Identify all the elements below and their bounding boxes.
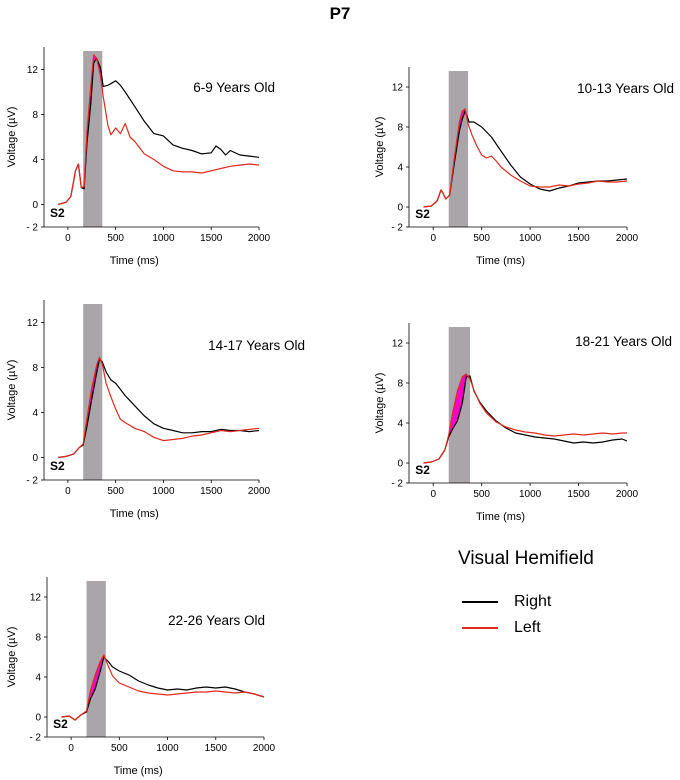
y-tick-label: - 2 [391, 479, 403, 490]
y-axis-label: Voltage (µV) [6, 360, 18, 421]
y-tick-label: 12 [27, 65, 39, 76]
stimulus-label: S2 [53, 717, 68, 731]
x-tick-label: 1500 [200, 486, 223, 497]
y-tick-label: - 2 [391, 223, 403, 234]
stimulus-label: S2 [415, 463, 430, 477]
legend-swatch-left [462, 627, 498, 629]
y-tick-label: 4 [32, 155, 38, 166]
x-tick-label: 1000 [152, 233, 175, 244]
x-tick-label: 1000 [519, 233, 542, 244]
series-line-right [58, 358, 260, 459]
panel-title: 18-21 Years Old [575, 334, 672, 349]
y-tick-label: - 2 [26, 223, 38, 234]
legend-title: Visual Hemifield [458, 548, 594, 569]
panel-title: 6-9 Years Old [193, 80, 275, 95]
y-axis-label: Voltage (µV) [374, 117, 386, 178]
series-line-left [423, 108, 628, 208]
y-tick-label: 0 [32, 200, 38, 211]
y-tick-label: 8 [32, 363, 38, 374]
x-tick-label: 1500 [205, 743, 228, 754]
y-tick-label: 4 [397, 419, 403, 430]
y-tick-label: 12 [392, 83, 404, 94]
y-tick-label: 8 [397, 123, 403, 134]
series-line-left [58, 356, 260, 459]
series-line-left [423, 373, 627, 464]
x-tick-label: 500 [473, 489, 490, 500]
legend-swatch-right [462, 601, 498, 603]
x-tick-label: 2000 [616, 233, 639, 244]
series-line-left [61, 654, 265, 721]
stimulus-label: S2 [50, 459, 65, 473]
legend-item-left: Left [462, 618, 541, 638]
series-line-right [61, 656, 265, 721]
x-axis-label: Time (ms) [110, 255, 159, 267]
legend: Visual Hemifield Right Left [450, 548, 670, 648]
x-tick-label: 2000 [248, 233, 271, 244]
x-tick-label: 1500 [567, 233, 590, 244]
x-axis-label: Time (ms) [114, 765, 163, 777]
panel-title: 10-13 Years Old [577, 81, 674, 96]
x-tick-label: 1000 [156, 743, 179, 754]
x-tick-label: 0 [65, 486, 71, 497]
chart-panel-22-26: - 2 0 4 8 12 0 500 1000 1500 2000 Time (ms) Voltage… [6, 577, 276, 777]
analysis-window [448, 71, 469, 227]
x-axis-label: Time (ms) [476, 511, 525, 523]
y-axis-label: Voltage (µV) [6, 627, 18, 688]
x-tick-label: 500 [107, 486, 124, 497]
stimulus-label: S2 [50, 206, 65, 220]
legend-label-left: Left [514, 619, 541, 636]
x-tick-label: 1000 [152, 486, 175, 497]
y-tick-label: 0 [35, 713, 41, 724]
chart-panel-6-9: - 2 0 4 8 12 0 500 1000 1500 2000 Time (ms) Voltage… [6, 47, 275, 267]
y-axis-label: Voltage (µV) [374, 373, 386, 434]
stimulus-label: S2 [415, 207, 430, 221]
y-tick-label: - 2 [26, 476, 38, 487]
legend-label-right: Right [514, 593, 552, 610]
x-tick-label: 500 [107, 233, 124, 244]
y-tick-label: 4 [35, 673, 41, 684]
chart-panel-14-17: - 2 0 4 8 12 0 500 1000 1500 2000 Time (ms) Voltage… [6, 300, 305, 520]
figure-title: P7 [329, 4, 351, 23]
y-tick-label: 12 [392, 339, 404, 350]
y-tick-label: 4 [397, 163, 403, 174]
x-tick-label: 500 [473, 233, 490, 244]
y-tick-label: 0 [32, 453, 38, 464]
y-tick-label: 0 [397, 459, 403, 470]
series-line-left [58, 54, 260, 206]
x-tick-label: 0 [68, 743, 74, 754]
analysis-window [83, 51, 103, 227]
x-axis-label: Time (ms) [110, 508, 159, 520]
chart-panel-10-13: - 2 0 4 8 12 0 500 1000 1500 2000 Time (ms) Voltage… [374, 67, 674, 267]
y-tick-label: - 2 [29, 733, 41, 744]
panel-title: 22-26 Years Old [168, 613, 265, 628]
y-tick-label: 4 [32, 408, 38, 419]
y-tick-label: 8 [397, 379, 403, 390]
chart-panel-18-21: - 2 0 4 8 12 0 500 1000 1500 2000 Time (ms) Voltage… [374, 323, 672, 523]
legend-item-right: Right [462, 592, 551, 612]
x-tick-label: 0 [430, 489, 436, 500]
y-tick-label: 0 [397, 203, 403, 214]
x-tick-label: 2000 [248, 486, 271, 497]
x-axis-label: Time (ms) [476, 255, 525, 267]
x-tick-label: 2000 [253, 743, 276, 754]
x-tick-label: 1500 [567, 489, 590, 500]
y-tick-label: 8 [32, 110, 38, 121]
panel-title: 14-17 Years Old [208, 338, 305, 353]
y-tick-label: 12 [30, 593, 42, 604]
y-tick-label: 12 [27, 318, 39, 329]
y-tick-label: 8 [35, 633, 41, 644]
y-axis-label: Voltage (µV) [6, 107, 18, 168]
x-tick-label: 1500 [200, 233, 223, 244]
x-tick-label: 500 [111, 743, 128, 754]
series-line-right [58, 57, 260, 206]
x-tick-label: 2000 [616, 489, 639, 500]
x-tick-label: 0 [65, 233, 71, 244]
x-tick-label: 0 [430, 233, 436, 244]
x-tick-label: 1000 [519, 489, 542, 500]
